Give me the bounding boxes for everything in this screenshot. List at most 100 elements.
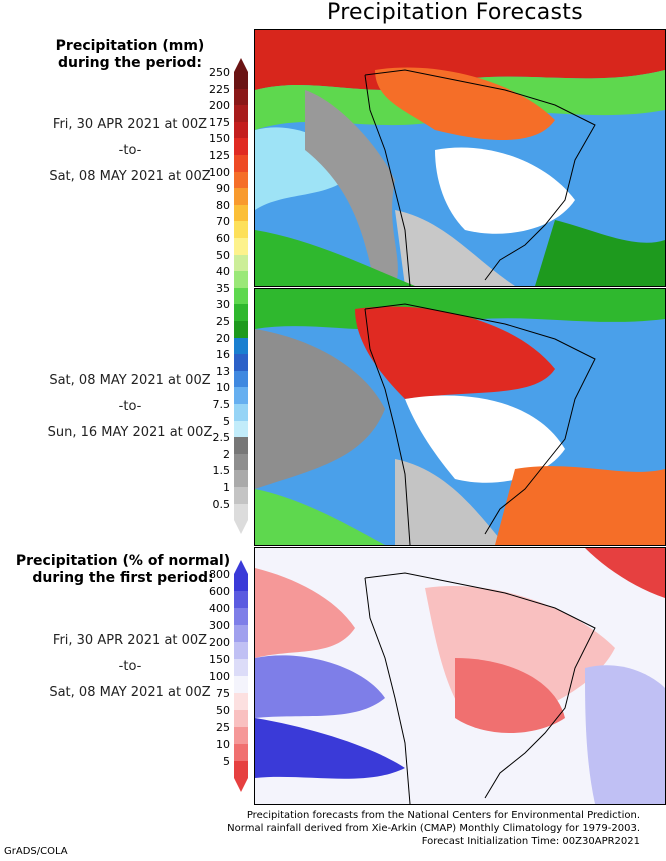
mm-heading: Precipitation (mm) during the period:	[30, 38, 230, 72]
mm-tick-label: 70	[216, 215, 230, 229]
mm-tick-label: 200	[209, 99, 230, 113]
footer-line3: Forecast Initialization Time: 00Z30APR20…	[421, 836, 640, 847]
footer-line1: Precipitation forecasts from the Nationa…	[246, 810, 640, 821]
mm-swatch	[234, 337, 248, 355]
pct-tick-label: 600	[209, 585, 230, 598]
period1-dates: Fri, 30 APR 2021 at 00Z -to- Sat, 08 MAY…	[20, 112, 240, 190]
pct-tick-label: 800	[209, 568, 230, 581]
footer-notes: Precipitation forecasts from the Nationa…	[150, 809, 640, 848]
mm-swatch	[234, 171, 248, 189]
pct-swatch	[234, 710, 248, 727]
period1-start: Fri, 30 APR 2021 at 00Z	[52, 117, 208, 132]
mm-swatch	[234, 437, 248, 454]
mm-heading-line2: during the period:	[57, 55, 203, 71]
map-period2-graphic	[255, 289, 665, 545]
pct-colorbar: 800 600 400 300 200 150 100 75 50 25 10 5	[200, 560, 260, 792]
mm-tick-label: 20	[216, 331, 230, 345]
map-period2-mm	[254, 288, 666, 546]
pct-tick-label: 200	[209, 636, 230, 649]
mm-tick-label: 90	[216, 182, 230, 196]
mm-swatch	[234, 420, 248, 438]
period3-end: Sat, 08 MAY 2021 at 00Z	[49, 685, 211, 700]
period2-start: Sat, 08 MAY 2021 at 00Z	[49, 373, 211, 388]
pct-arrow-bottom-icon	[234, 778, 248, 792]
mm-tick-label: 100	[209, 165, 230, 179]
mm-tick-label: 150	[209, 132, 230, 146]
pct-swatch	[234, 591, 248, 608]
mm-tick-label: 35	[216, 281, 230, 295]
mm-tick-label: 5	[223, 414, 230, 428]
pct-swatch	[234, 676, 248, 693]
mm-swatch	[234, 204, 248, 222]
pct-tick-label: 400	[209, 602, 230, 615]
mm-swatch	[234, 470, 248, 487]
pct-tick-label: 50	[216, 704, 230, 717]
mm-tick-label: 175	[209, 115, 230, 129]
pct-swatch	[234, 574, 248, 591]
mm-tick-label: 60	[216, 232, 230, 245]
mm-swatch	[234, 72, 248, 89]
map-period1-pct	[254, 547, 666, 805]
pct-swatch	[234, 761, 248, 778]
mm-swatch	[234, 287, 248, 305]
map-period1-mm	[254, 29, 666, 287]
pct-tick-label: 5	[223, 755, 230, 768]
mm-swatch	[234, 321, 248, 338]
page-title: Precipitation Forecasts	[327, 0, 583, 25]
pct-swatch	[234, 727, 248, 744]
pct-heading-line1: Precipitation (% of normal)	[15, 553, 231, 569]
mm-tick-label: 225	[209, 82, 230, 96]
mm-swatch	[234, 404, 248, 421]
mm-tick-label: 125	[209, 149, 230, 162]
period1-sep: -to-	[118, 143, 142, 158]
pct-arrow-top-icon	[234, 560, 248, 574]
pct-tick-label: 300	[209, 619, 230, 632]
mm-colorbar: 250 225 200 175 150 125 100 90 80 70 60 50 40 35 30 25 2…	[200, 58, 260, 535]
pct-swatch	[234, 744, 248, 761]
period3-sep: -to-	[118, 659, 142, 674]
pct-tick-label: 10	[216, 738, 230, 751]
mm-swatch	[234, 387, 248, 404]
mm-swatch	[234, 487, 248, 504]
mm-swatch	[234, 138, 248, 155]
pct-swatch	[234, 642, 248, 659]
map-period3-graphic	[255, 548, 665, 804]
mm-tick-label: 50	[216, 248, 230, 262]
pct-tick-label: 100	[209, 670, 230, 683]
mm-tick-label: 7.5	[212, 398, 231, 411]
pct-swatch	[234, 693, 248, 710]
period2-dates: Sat, 08 MAY 2021 at 00Z -to- Sun, 16 MAY…	[20, 368, 240, 446]
mm-tick-label: 40	[216, 265, 230, 279]
period3-start: Fri, 30 APR 2021 at 00Z	[52, 633, 208, 648]
mm-swatch	[234, 503, 248, 521]
period2-sep: -to-	[118, 399, 142, 414]
pct-tick-label: 75	[216, 687, 230, 700]
mm-heading-line1: Precipitation (mm)	[55, 38, 205, 54]
period2-end: Sun, 16 MAY 2021 at 00Z	[47, 425, 213, 440]
mm-arrow-top-icon	[234, 58, 248, 72]
mm-arrow-bottom-icon	[234, 520, 248, 535]
pct-swatch	[234, 608, 248, 625]
pct-swatch	[234, 659, 248, 676]
mm-tick-label: 2.5	[212, 431, 231, 445]
mm-tick-label: 80	[216, 198, 230, 212]
mm-tick-label: 30	[216, 298, 230, 312]
mm-swatch	[234, 254, 248, 272]
mm-tick-label: 250	[209, 66, 230, 79]
mm-tick-label: 25	[216, 315, 230, 328]
mm-tick-label: 2	[223, 447, 230, 461]
mm-tick-label: 1.5	[212, 464, 231, 478]
mm-swatch	[234, 271, 248, 288]
footer-line2: Normal rainfall derived from Xie-Arkin (…	[227, 823, 640, 834]
mm-tick-label: 1	[223, 481, 230, 494]
mm-swatch	[234, 453, 248, 471]
period3-dates: Fri, 30 APR 2021 at 00Z -to- Sat, 08 MAY…	[20, 628, 240, 706]
mm-swatch	[234, 121, 248, 139]
mm-swatch	[234, 238, 248, 255]
pct-heading-line2: during the first period:	[32, 570, 214, 586]
pct-tick-label: 150	[209, 653, 230, 666]
credit-label: GrADS/COLA	[4, 846, 68, 857]
mm-swatch	[234, 221, 248, 238]
mm-tick-label: 13	[216, 364, 230, 378]
mm-swatch	[234, 105, 248, 122]
